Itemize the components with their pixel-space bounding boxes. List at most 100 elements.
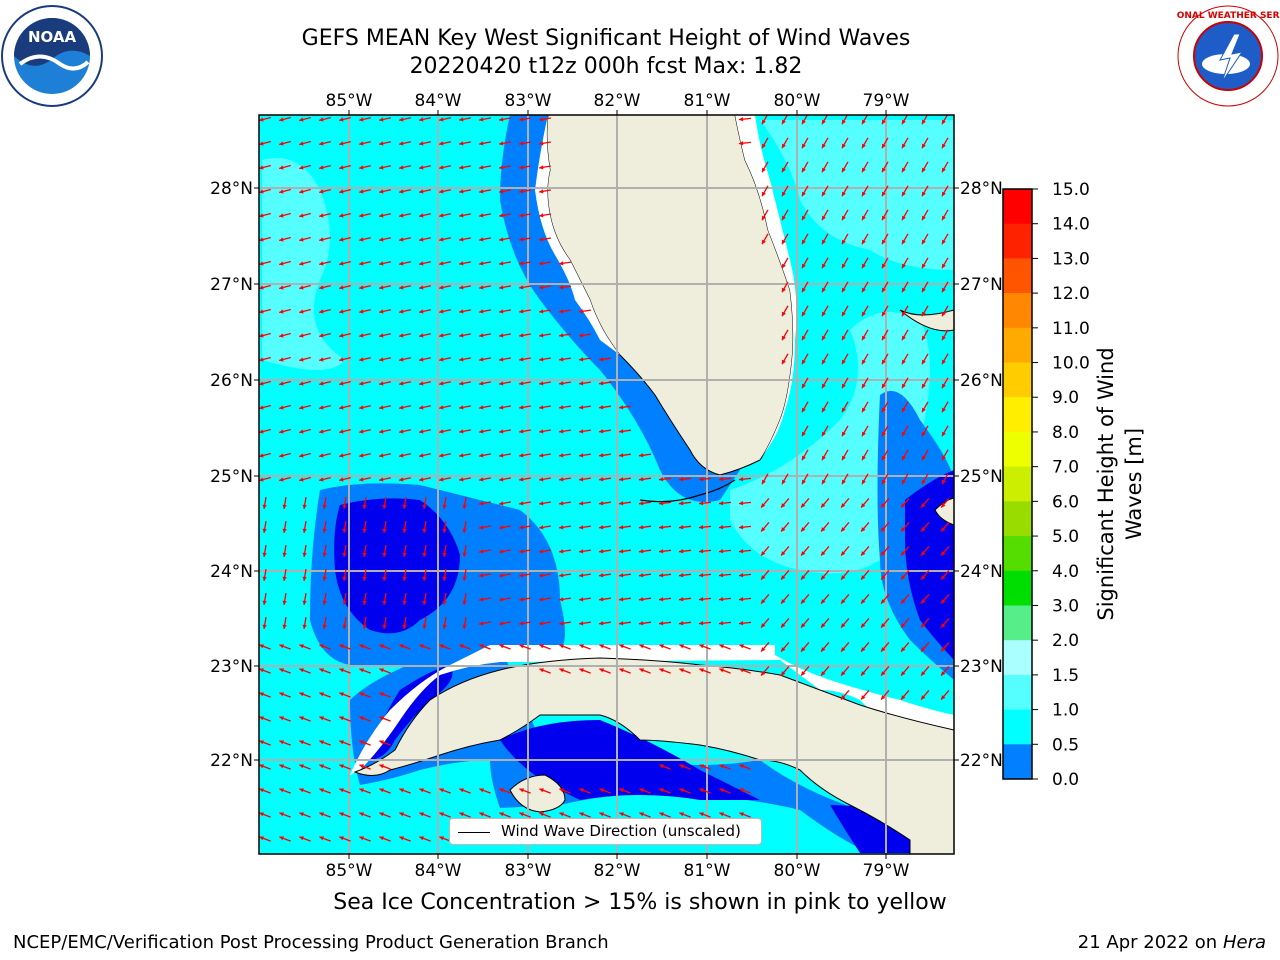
wind-arrow xyxy=(362,496,367,510)
wind-arrow xyxy=(478,189,492,194)
wind-arrow xyxy=(820,545,830,557)
wind-arrow xyxy=(638,621,652,626)
wind-arrow xyxy=(299,164,311,170)
wind-arrow xyxy=(299,788,311,794)
wind-arrow xyxy=(579,501,591,506)
wind-arrow xyxy=(619,621,631,626)
wind-arrow xyxy=(498,333,512,338)
nws-logo: NATIONAL WEATHER SERVICE xyxy=(1176,5,1280,107)
wind-arrow xyxy=(378,429,392,434)
wind-arrow xyxy=(458,165,472,170)
wind-arrow xyxy=(840,497,850,509)
wind-arrow xyxy=(579,381,591,386)
wind-arrow xyxy=(299,332,311,338)
wind-arrow xyxy=(901,353,909,365)
map-title: GEFS MEAN Key West Significant Height of… xyxy=(301,26,911,51)
wind-arrow xyxy=(678,549,692,554)
wind-arrow xyxy=(940,665,950,677)
wind-arrow xyxy=(559,405,571,410)
wind-arrow xyxy=(402,568,407,582)
wind-arrow xyxy=(442,616,447,630)
lat-label-left: 27°N xyxy=(210,275,253,295)
wind-arrow xyxy=(342,496,347,510)
wind-arrow xyxy=(821,233,829,245)
wind-arrow xyxy=(579,357,591,362)
wind-arrow xyxy=(299,140,311,146)
wind-arrow xyxy=(800,569,810,581)
wind-arrow xyxy=(921,377,929,389)
footer-credit: NCEP/EMC/Verification Post Processing Pr… xyxy=(13,932,609,953)
wind-arrow xyxy=(760,617,770,629)
wind-arrow xyxy=(719,788,731,794)
wind-arrow xyxy=(518,237,532,242)
bahamas-land xyxy=(934,497,954,526)
wind-arrow xyxy=(499,788,511,794)
wind-arrow xyxy=(840,665,850,677)
wind-arrow xyxy=(279,668,291,674)
wind-arrow xyxy=(800,641,810,653)
wind-arrow xyxy=(920,665,930,677)
wave-zone-deep xyxy=(334,498,460,634)
wind-arrow xyxy=(339,284,351,290)
wind-arrow xyxy=(941,425,949,437)
wind-arrow xyxy=(559,477,571,482)
wind-arrow xyxy=(339,812,351,818)
wind-arrow xyxy=(639,788,651,794)
wind-arrow xyxy=(941,329,949,341)
wind-arrow xyxy=(279,812,291,818)
wind-arrow xyxy=(438,429,452,434)
wind-arrow xyxy=(478,213,492,218)
wind-arrow xyxy=(402,592,407,606)
wind-arrow xyxy=(921,449,929,461)
wind-arrow xyxy=(900,521,910,533)
wind-arrow xyxy=(781,281,789,293)
wind-arrow xyxy=(881,305,889,317)
wind-arrow xyxy=(478,141,492,146)
wind-arrow xyxy=(359,213,371,218)
wind-arrow xyxy=(679,764,691,770)
wind-arrow xyxy=(861,161,869,173)
wind-arrow xyxy=(559,429,571,434)
wind-arrow xyxy=(379,764,391,770)
wind-arrow xyxy=(359,740,371,746)
wind-arrow xyxy=(302,496,307,510)
wind-arrow xyxy=(378,357,392,362)
wind-arrow xyxy=(299,404,311,410)
wind-arrow xyxy=(841,377,849,389)
wind-arrow xyxy=(379,740,391,746)
wind-arrow xyxy=(359,405,371,410)
wind-arrow xyxy=(559,501,571,506)
lat-label-right: 26°N xyxy=(960,371,1003,391)
wind-arrow xyxy=(518,333,532,338)
lon-label-top: 81°W xyxy=(684,91,731,111)
wind-arrow xyxy=(339,140,351,146)
wind-arrow xyxy=(319,260,331,266)
wind-arrow xyxy=(699,668,711,674)
wind-arrow xyxy=(399,836,411,842)
wind-arrow xyxy=(659,644,671,650)
wind-arrow xyxy=(518,189,532,194)
lat-label-right: 24°N xyxy=(960,562,1003,582)
wind-arrow xyxy=(319,428,331,434)
wind-arrow xyxy=(299,836,311,842)
wind-arrow xyxy=(459,644,471,650)
wind-arrow xyxy=(881,137,889,149)
wind-arrow xyxy=(921,473,929,485)
wind-arrow xyxy=(940,521,950,533)
wind-arrow xyxy=(940,497,950,509)
lon-label-bottom: 84°W xyxy=(415,861,462,881)
wind-arrow xyxy=(379,716,391,722)
wind-arrow xyxy=(382,520,387,534)
wind-arrow xyxy=(841,353,849,365)
wind-arrow xyxy=(880,617,890,629)
map-subtitle: 20220420 t12z 000h fcst Max: 1.82 xyxy=(409,54,803,79)
colorbar-tick-label: 3.0 xyxy=(1052,597,1079,617)
wind-arrow xyxy=(579,621,591,626)
colorbar-swatch xyxy=(1003,744,1032,780)
wind-arrow xyxy=(840,689,850,701)
wind-arrow xyxy=(339,404,351,410)
wind-arrow xyxy=(439,644,451,650)
wind-arrow xyxy=(498,477,512,482)
wind-arrow xyxy=(940,545,950,557)
wind-arrow xyxy=(279,212,291,218)
